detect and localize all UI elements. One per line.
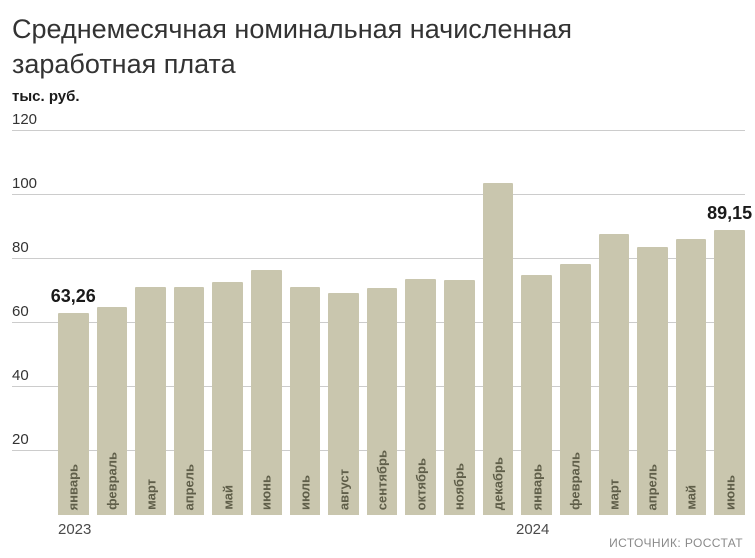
bar: сентябрь [366,288,398,516]
bar: январь 63,26 [51,286,96,516]
bar: май [212,281,244,516]
y-tick-label: 100 [12,175,38,193]
bar: июнь 89,15 [707,203,752,516]
bar: октябрь [405,278,437,516]
month-label: апрель [644,463,660,511]
bar: август [328,292,359,516]
bar: март [598,234,630,516]
bar: январь [521,275,552,516]
month-label: октябрь [413,457,429,511]
y-tick-label: 120 [12,111,38,129]
year-labels: 2023 2024 [58,521,745,547]
chart-title: Среднемесячная номинальная начисленная з… [12,14,573,79]
bar: декабрь [482,182,514,516]
month-label: август [336,468,352,511]
month-label: ноябрь [451,462,467,511]
month-label: декабрь [490,456,506,511]
month-label: январь [65,463,81,511]
month-label: февраль [567,452,583,511]
y-tick-label: 20 [12,431,29,449]
source-credit: ИСТОЧНИК: РОССТАТ [609,536,743,550]
month-label: май [220,485,236,511]
month-label: март [143,479,159,511]
bar: апрель [173,287,205,516]
month-label: июнь [258,475,274,511]
bars: январь 63,26 февраль март апрель май июнь июль а… [51,131,752,516]
month-label: февраль [104,452,120,511]
bar: февраль [559,264,591,516]
bar: февраль [96,306,128,516]
bar: март [135,286,166,516]
month-label: апрель [181,463,197,511]
bar: апрель [637,246,668,516]
axis-unit-label: тыс. руб. [12,88,80,106]
gridline: 120 [12,111,745,132]
year-label: 2023 [58,521,92,539]
bar: май [675,238,707,516]
gridline: 100 [12,175,745,196]
bar: июнь [251,269,282,516]
month-label: март [606,479,622,511]
month-label: июль [297,475,313,511]
month-label: май [683,485,699,511]
bar: ноябрь [444,280,475,516]
month-label: июнь [722,475,738,511]
month-label: сентябрь [374,449,390,511]
year-label: 2024 [516,521,550,539]
y-tick-label: 60 [12,303,29,321]
value-label: 89,15 [707,202,753,223]
gridline: 80 [12,239,745,260]
month-label: январь [529,463,545,511]
y-tick-label: 40 [12,367,29,385]
bar: июль [289,286,321,516]
value-label: 63,26 [50,285,96,306]
y-tick-label: 80 [12,239,29,257]
plot-area: 120 100 80 60 40 20 январь 63,26 февраль март апр… [12,111,752,516]
